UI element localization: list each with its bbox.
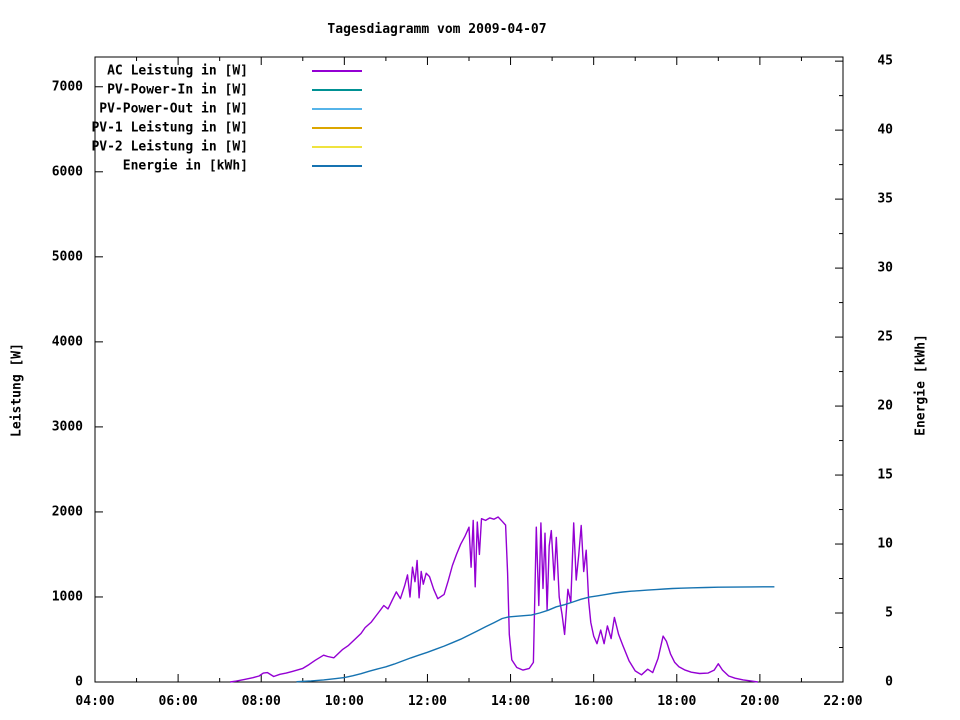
legend-entry-label: Energie in [kWh]	[123, 159, 248, 174]
x-tick-label: 08:00	[242, 694, 281, 709]
y-right-tick-label: 45	[877, 54, 893, 69]
y-right-tick-label: 25	[877, 330, 893, 345]
x-tick-label: 20:00	[740, 694, 779, 709]
y-left-tick-label: 7000	[52, 79, 83, 94]
series-line-ac-leistung-in-w-	[229, 516, 758, 683]
y-left-tick-label: 5000	[52, 249, 83, 264]
y-right-tick-label: 10	[877, 537, 893, 552]
y-right-tick-label: 35	[877, 192, 893, 207]
x-tick-label: 22:00	[823, 694, 862, 709]
x-tick-label: 12:00	[408, 694, 447, 709]
x-tick-label: 10:00	[325, 694, 364, 709]
series-line-energie-in-kwh-	[296, 586, 775, 683]
y-left-tick-label: 3000	[52, 419, 83, 434]
legend-entry-label: PV-2 Leistung in [W]	[91, 140, 248, 155]
x-tick-label: 06:00	[159, 694, 198, 709]
y-right-tick-label: 15	[877, 468, 893, 483]
y-left-tick-label: 6000	[52, 164, 83, 179]
y-right-tick-label: 30	[877, 261, 893, 276]
y-left-tick-label: 1000	[52, 589, 83, 604]
y-left-tick-label: 4000	[52, 334, 83, 349]
y-right-tick-label: 40	[877, 123, 893, 138]
legend-entry-label: PV-1 Leistung in [W]	[91, 121, 248, 136]
x-tick-label: 14:00	[491, 694, 530, 709]
chart-title: Tagesdiagramm vom 2009-04-07	[327, 22, 547, 37]
legend-entry-label: PV-Power-Out in [W]	[99, 102, 248, 117]
y-right-tick-label: 5	[885, 606, 893, 621]
x-tick-label: 04:00	[75, 694, 114, 709]
y-right-tick-label: 20	[877, 399, 893, 414]
legend-entry-label: AC Leistung in [W]	[107, 64, 248, 79]
y-left-tick-label: 0	[75, 675, 83, 690]
x-tick-label: 18:00	[657, 694, 696, 709]
y-right-tick-label: 0	[885, 675, 893, 690]
y-left-tick-label: 2000	[52, 504, 83, 519]
x-tick-label: 16:00	[574, 694, 613, 709]
legend-entry-label: PV-Power-In in [W]	[107, 83, 248, 98]
